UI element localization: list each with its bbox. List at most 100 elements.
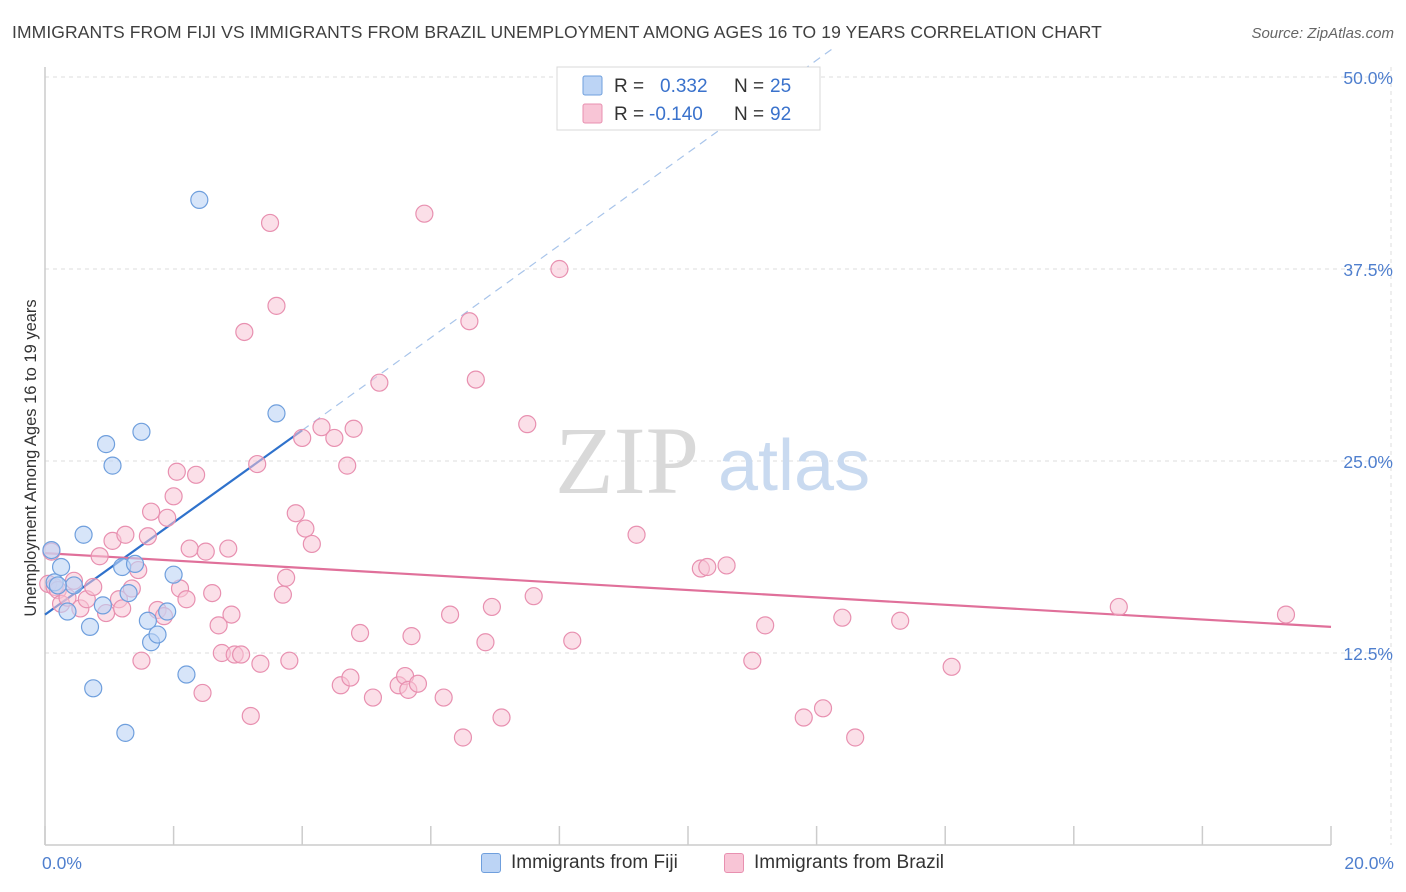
brazil-point-23 — [158, 508, 177, 527]
watermark-zip: ZIP — [555, 407, 699, 514]
brazil-point-42 — [251, 654, 270, 673]
fiji-point-14 — [125, 554, 145, 574]
y-tick-label-1: 25.0% — [1343, 452, 1393, 472]
brazil-point-90 — [942, 657, 961, 676]
brazil-point-78 — [563, 631, 582, 650]
grid-lines — [45, 67, 1392, 845]
brazil-point-30 — [193, 683, 212, 703]
fiji-point-8 — [93, 596, 112, 615]
fiji-point-21 — [177, 665, 196, 684]
legend-fiji-n-value: 25 — [770, 76, 791, 97]
brazil-point-36 — [222, 605, 241, 624]
brazil-point-29 — [187, 465, 206, 484]
legend-brazil-r-value: -0.140 — [649, 104, 703, 125]
brazil-point-9 — [84, 577, 103, 597]
legend-brazil-n-value: 92 — [770, 104, 791, 125]
brazil-point-40 — [241, 706, 260, 726]
brazil-point-51 — [302, 534, 321, 554]
legend-brazil-r-label: R = — [614, 104, 644, 125]
fiji-point-10 — [103, 456, 122, 475]
brazil-point-57 — [344, 419, 363, 438]
bottom-legend-fiji[interactable]: Immigrants from Fiji — [481, 852, 678, 874]
y-tick-label-0: 12.5% — [1343, 644, 1393, 664]
brazil-point-24 — [164, 487, 183, 506]
legend-fiji-swatch — [582, 75, 603, 96]
fiji-point-4 — [64, 576, 84, 595]
brazil-point-72 — [476, 633, 495, 652]
source-label: Source: ZipAtlas.com — [1251, 25, 1394, 42]
brazil-point-70 — [460, 312, 479, 331]
fiji-point-7 — [84, 679, 103, 698]
brazil-point-27 — [177, 590, 196, 609]
x-tick-label-0: 0.0% — [42, 853, 82, 873]
brazil-point-53 — [325, 428, 344, 448]
chart-title: IMMIGRANTS FROM FIJI VS IMMIGRANTS FROM … — [12, 22, 1102, 42]
fiji-point-16 — [138, 611, 157, 630]
brazil-point-59 — [363, 688, 383, 707]
brazil-legend-label: Immigrants from Brazil — [754, 852, 945, 873]
fiji-point-2 — [51, 557, 71, 577]
brazil-point-81 — [698, 557, 717, 577]
brazil-point-76 — [524, 587, 543, 606]
tick-labels: 12.5% 25.0% 37.5% 50.0% 0.0% 20.0% — [42, 68, 1394, 873]
legend-fiji-n-label: N = — [734, 76, 764, 97]
y-axis-label: Unemployment Among Ages 16 to 19 years — [22, 299, 40, 616]
fiji-point-12 — [116, 723, 135, 742]
brazil-point-65 — [408, 674, 428, 693]
brazil-point-32 — [203, 583, 222, 603]
brazil-point-91 — [1109, 597, 1128, 617]
fiji-legend-label: Immigrants from Fiji — [511, 852, 678, 873]
brazil-point-35 — [219, 539, 238, 558]
brazil-swatch — [724, 853, 744, 873]
fiji-point-23 — [267, 404, 286, 423]
brazil-point-85 — [794, 708, 813, 727]
brazil-point-74 — [492, 708, 511, 727]
fiji-point-5 — [74, 525, 93, 544]
brazil-point-60 — [370, 373, 389, 392]
brazil-point-28 — [180, 539, 199, 558]
brazil-points — [39, 204, 1296, 747]
brazil-point-67 — [434, 688, 453, 707]
fiji-point-19 — [158, 602, 177, 621]
brazil-point-69 — [453, 728, 473, 747]
fiji-point-9 — [96, 435, 116, 454]
fiji-point-0 — [42, 540, 61, 560]
brazil-point-87 — [833, 608, 852, 627]
fiji-point-6 — [80, 617, 100, 636]
brazil-point-44 — [267, 296, 286, 315]
y-tick-label-2: 37.5% — [1343, 260, 1393, 280]
brazil-point-66 — [415, 204, 434, 223]
legend-brazil-n-label: N = — [734, 104, 764, 125]
brazil-point-14 — [113, 599, 132, 618]
brazil-point-47 — [280, 651, 299, 670]
brazil-point-19 — [138, 527, 157, 546]
brazil-point-15 — [116, 525, 135, 544]
fiji-point-13 — [119, 583, 138, 603]
brazil-point-38 — [232, 645, 251, 664]
brazil-point-41 — [248, 454, 267, 474]
legend-fiji-r-label: R = — [614, 76, 644, 97]
brazil-point-75 — [518, 415, 537, 434]
brazil-point-43 — [260, 213, 280, 233]
brazil-point-49 — [293, 428, 312, 448]
legend-brazil-swatch — [582, 103, 603, 124]
brazil-point-89 — [891, 611, 910, 630]
fiji-point-24 — [48, 576, 67, 595]
brazil-point-79 — [627, 525, 646, 544]
brazil-point-20 — [141, 502, 161, 521]
brazil-point-18 — [132, 651, 151, 670]
brazil-point-45 — [273, 585, 293, 604]
brazil-point-77 — [550, 259, 569, 279]
axes — [44, 67, 1332, 846]
brazil-point-50 — [296, 519, 315, 538]
brazil-point-71 — [466, 370, 485, 389]
brazil-point-46 — [277, 568, 296, 587]
brazil-point-52 — [312, 418, 331, 437]
fiji-swatch — [481, 853, 501, 873]
fiji-point-3 — [58, 602, 77, 621]
bottom-legend-brazil[interactable]: Immigrants from Brazil — [724, 852, 944, 874]
brazil-point-64 — [402, 627, 421, 646]
brazil-point-88 — [846, 728, 865, 747]
legend-fiji-r-value: 0.332 — [660, 76, 708, 97]
